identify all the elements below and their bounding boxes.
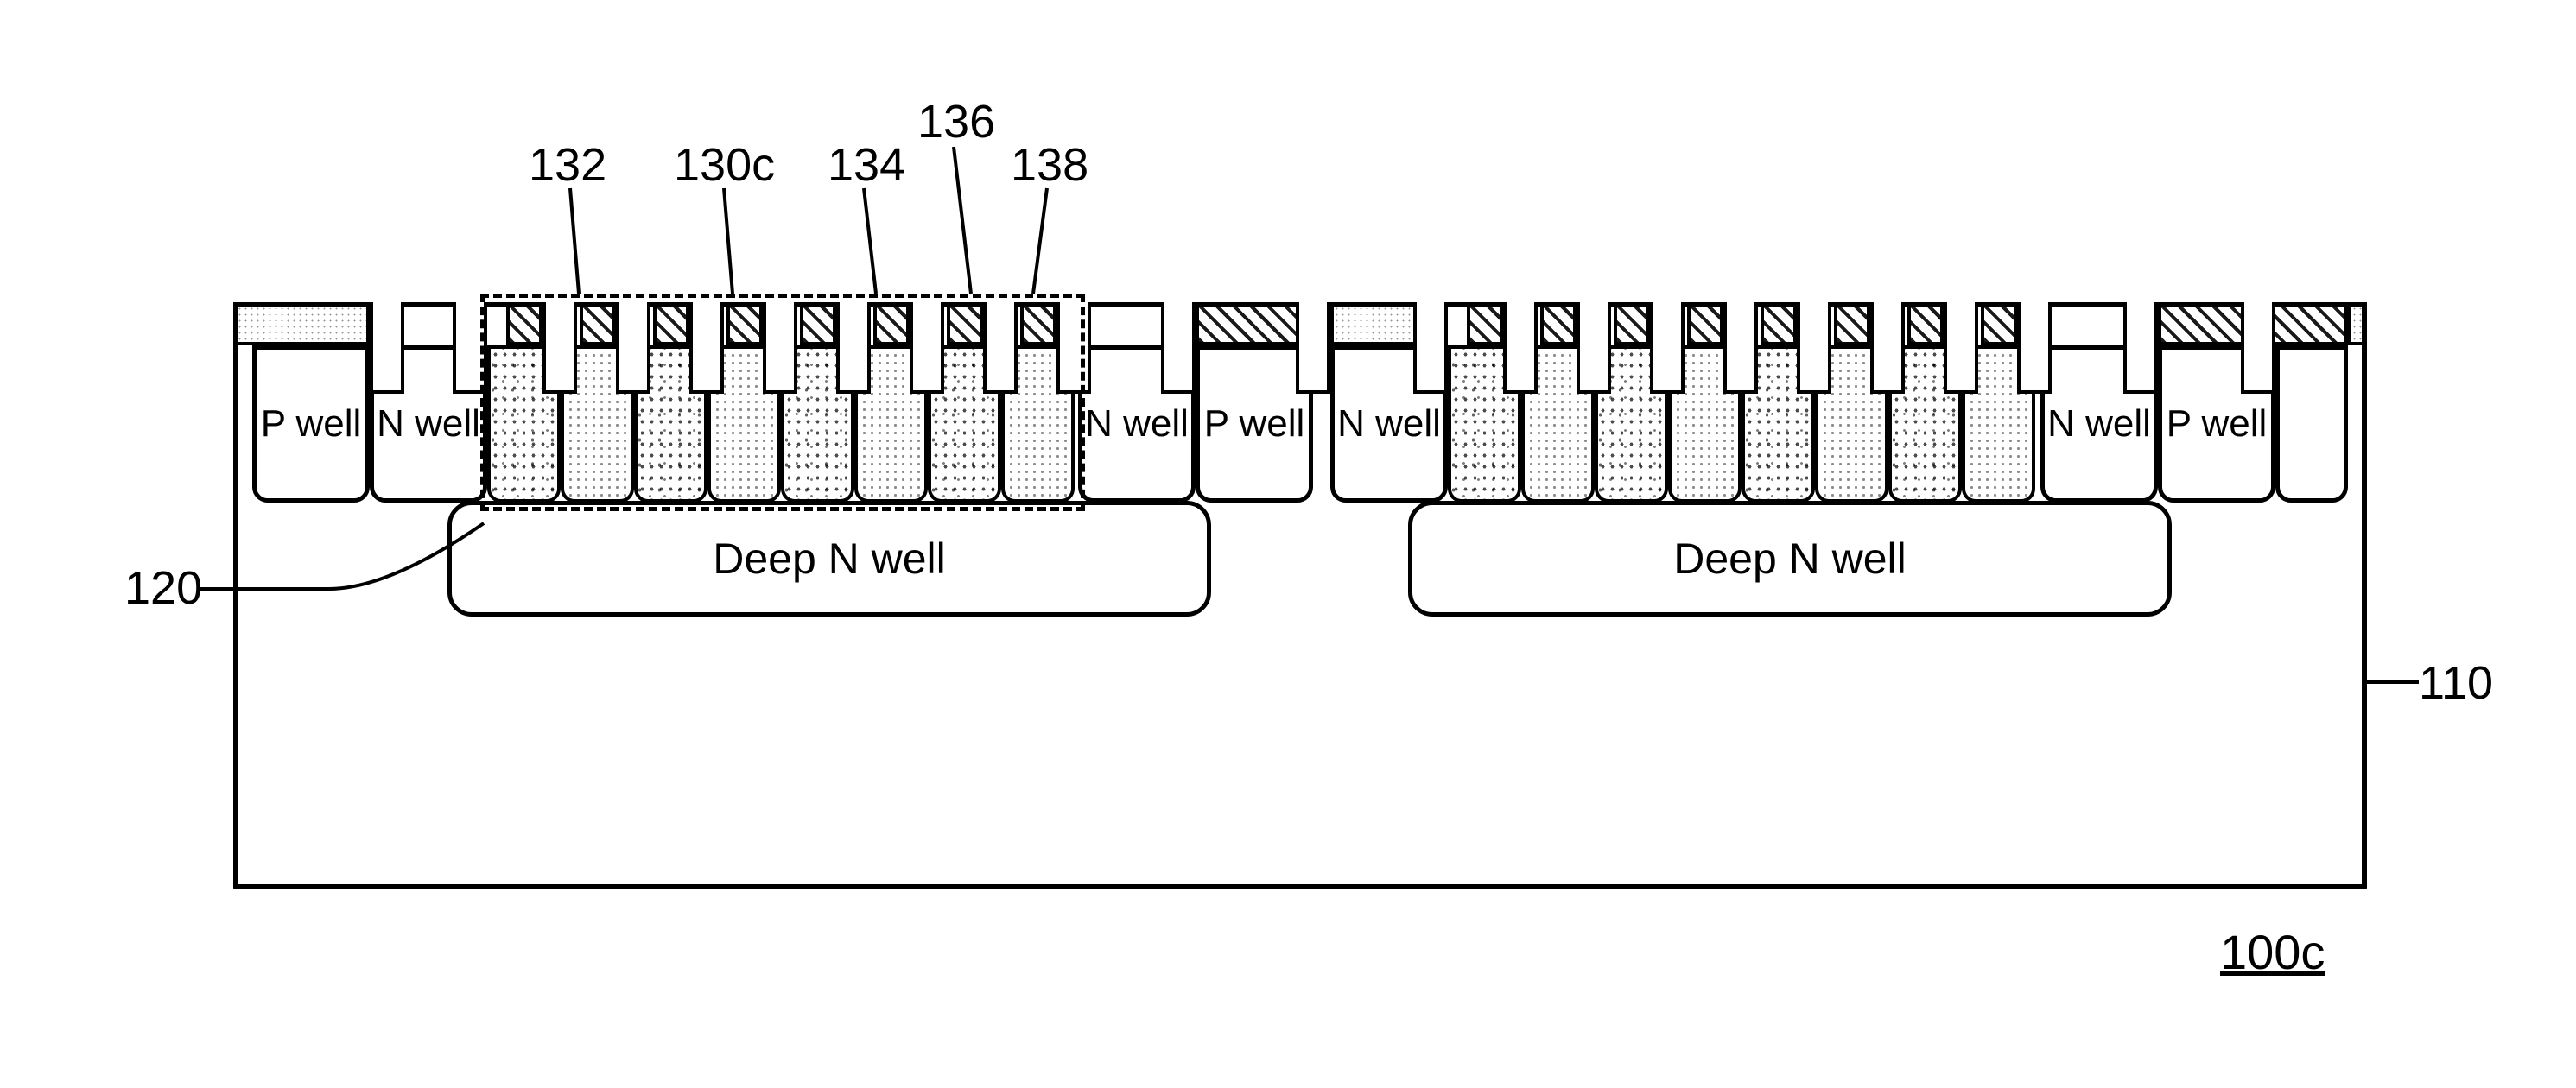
leaders bbox=[0, 0, 2576, 1088]
figure-canvas: Deep N well Deep N well P well N well N … bbox=[0, 0, 2576, 1088]
